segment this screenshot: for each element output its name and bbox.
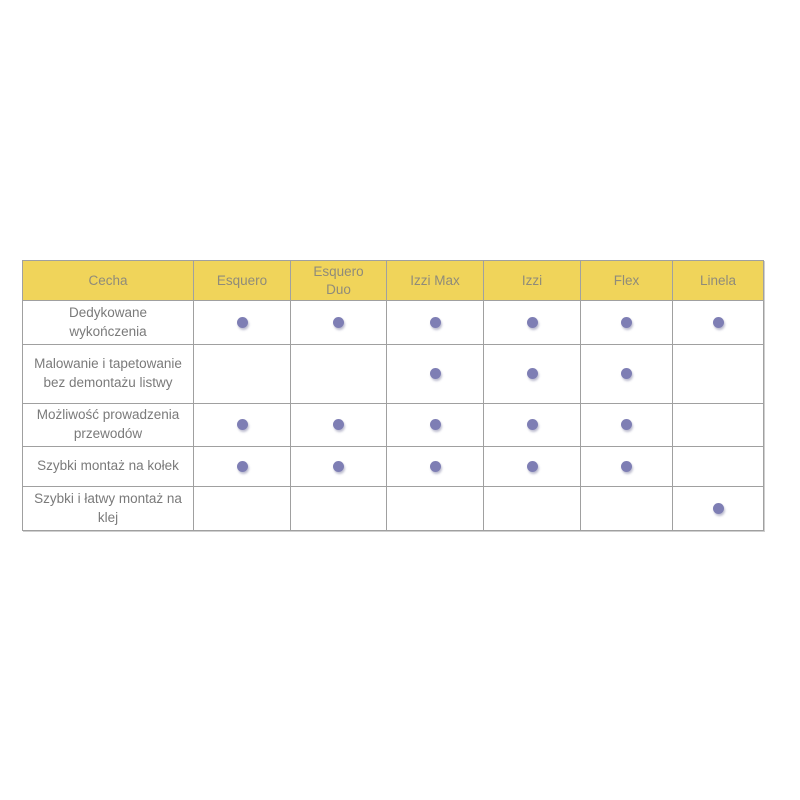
feature-cell: [672, 403, 764, 448]
feature-label: Malowanie i tapetowanie bez demontażu li…: [22, 344, 194, 405]
feature-cell: [483, 344, 581, 405]
feature-cell: [580, 344, 673, 405]
feature-cell: [580, 300, 673, 346]
table-row: Malowanie i tapetowanie bez demontażu li…: [22, 344, 764, 405]
table-header: Cecha Esquero Esquero Duo Izzi Max Izzi …: [22, 259, 764, 302]
column-header-flex: Flex: [580, 259, 673, 302]
feature-cell: [290, 344, 387, 405]
feature-cell: [386, 403, 484, 448]
feature-cell: [290, 403, 387, 448]
table-row: Szybki montaż na kołek: [22, 446, 764, 488]
feature-cell: [672, 344, 764, 405]
table-row: Możliwość prowadzenia przewodów: [22, 403, 764, 448]
table-row: Szybki i łatwy montaż na klej: [22, 486, 764, 532]
feature-dot-icon: [621, 460, 632, 472]
feature-dot-icon: [621, 316, 632, 328]
column-header-cecha: Cecha: [22, 259, 194, 302]
feature-comparison-table: Cecha Esquero Esquero Duo Izzi Max Izzi …: [22, 259, 764, 532]
feature-dot-icon: [333, 316, 344, 328]
feature-cell: [672, 486, 764, 532]
feature-cell: [483, 300, 581, 346]
feature-dot-icon: [333, 419, 344, 431]
feature-cell: [580, 446, 673, 488]
feature-cell: [386, 446, 484, 488]
feature-dot-icon: [429, 419, 441, 431]
header-row: Cecha Esquero Esquero Duo Izzi Max Izzi …: [22, 259, 764, 302]
feature-dot-icon: [333, 460, 344, 472]
feature-dot-icon: [526, 368, 538, 380]
table-row: Dedykowane wykończenia: [22, 300, 764, 346]
feature-label: Dedykowane wykończenia: [22, 300, 194, 346]
feature-dot-icon: [621, 368, 632, 380]
column-header-linela: Linela: [672, 259, 764, 302]
feature-cell: [193, 403, 291, 448]
feature-dot-icon: [712, 316, 724, 328]
feature-cell: [672, 300, 764, 346]
column-header-esquero: Esquero: [193, 259, 291, 302]
column-header-izzi-max: Izzi Max: [386, 259, 484, 302]
feature-cell: [580, 403, 673, 448]
feature-dot-icon: [429, 368, 441, 380]
feature-dot-icon: [526, 460, 538, 472]
feature-cell: [290, 486, 387, 532]
feature-cell: [386, 300, 484, 346]
feature-cell: [386, 486, 484, 532]
column-header-esquero-duo: Esquero Duo: [290, 259, 387, 302]
feature-label: Szybki i łatwy montaż na klej: [22, 486, 194, 532]
feature-dot-icon: [236, 460, 248, 472]
feature-cell: [580, 486, 673, 532]
feature-dot-icon: [526, 419, 538, 431]
column-header-izzi: Izzi: [483, 259, 581, 302]
feature-dot-icon: [429, 316, 441, 328]
feature-cell: [386, 344, 484, 405]
feature-dot-icon: [429, 460, 441, 472]
feature-cell: [290, 300, 387, 346]
feature-dot-icon: [712, 502, 724, 514]
feature-cell: [483, 486, 581, 532]
feature-cell: [483, 403, 581, 448]
table-body: Dedykowane wykończenia Malowanie i tapet…: [22, 300, 764, 532]
feature-cell: [290, 446, 387, 488]
feature-dot-icon: [526, 316, 538, 328]
feature-cell: [672, 446, 764, 488]
feature-cell: [193, 486, 291, 532]
feature-label: Możliwość prowadzenia przewodów: [22, 403, 194, 448]
feature-label: Szybki montaż na kołek: [22, 446, 194, 488]
feature-dot-icon: [236, 316, 248, 328]
feature-cell: [193, 446, 291, 488]
feature-cell: [483, 446, 581, 488]
feature-cell: [193, 300, 291, 346]
feature-dot-icon: [236, 419, 248, 431]
feature-cell: [193, 344, 291, 405]
feature-dot-icon: [621, 419, 632, 431]
